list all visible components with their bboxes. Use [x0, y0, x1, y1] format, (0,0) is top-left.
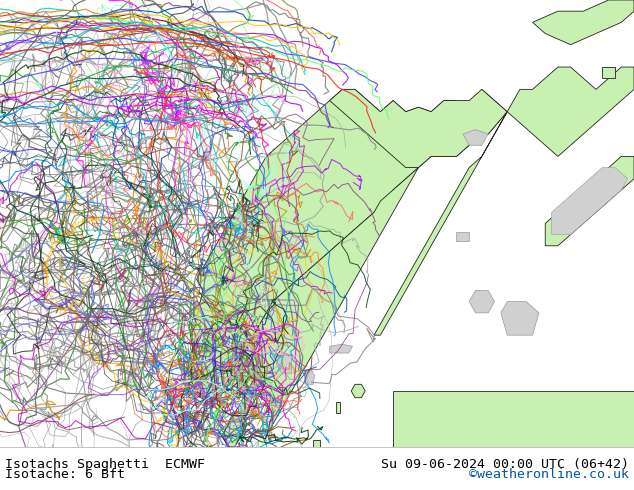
Polygon shape [469, 291, 495, 313]
Polygon shape [545, 156, 634, 246]
Polygon shape [501, 302, 539, 335]
Polygon shape [393, 391, 634, 447]
Polygon shape [552, 168, 628, 235]
Polygon shape [228, 168, 418, 436]
Polygon shape [602, 67, 615, 78]
Polygon shape [276, 353, 292, 373]
Polygon shape [184, 89, 507, 402]
Polygon shape [330, 89, 507, 335]
Text: Isotache: 6 Bft: Isotache: 6 Bft [5, 467, 125, 481]
Polygon shape [336, 402, 340, 414]
Polygon shape [351, 384, 365, 398]
Polygon shape [463, 129, 488, 145]
Polygon shape [533, 0, 634, 45]
Polygon shape [222, 414, 247, 447]
Polygon shape [507, 67, 634, 156]
Polygon shape [313, 440, 320, 447]
Text: ©weatheronline.co.uk: ©weatheronline.co.uk [469, 467, 629, 481]
Polygon shape [304, 368, 314, 384]
Polygon shape [222, 380, 264, 447]
Text: Isotachs Spaghetti  ECMWF: Isotachs Spaghetti ECMWF [5, 458, 205, 471]
Text: Su 09-06-2024 00:00 UTC (06+42): Su 09-06-2024 00:00 UTC (06+42) [381, 458, 629, 471]
Polygon shape [330, 344, 353, 353]
Polygon shape [456, 232, 469, 241]
